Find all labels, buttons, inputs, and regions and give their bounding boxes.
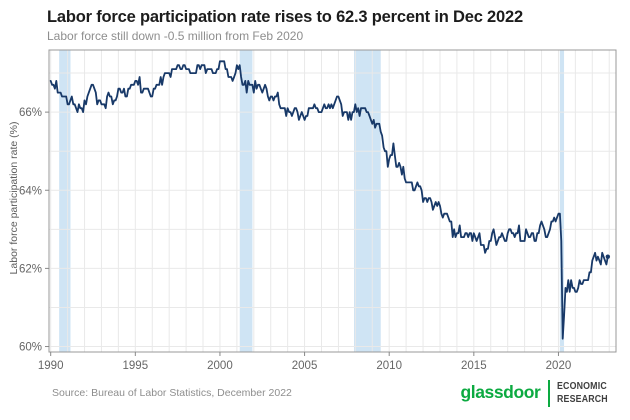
- glassdoor-logo: glassdoor: [460, 382, 541, 403]
- chart-title: Labor force participation rate rises to …: [47, 8, 523, 26]
- recession-band: [353, 50, 381, 352]
- x-tick-label: 2000: [207, 360, 233, 372]
- brand-divider: [548, 379, 551, 407]
- chart-subtitle: Labor force still down -0.5 million from…: [47, 29, 304, 43]
- recession-band: [239, 50, 253, 352]
- x-tick-label: 2010: [376, 360, 402, 372]
- y-axis-title: Labor force participation rate (%): [8, 121, 20, 275]
- x-tick-label: 2005: [292, 360, 318, 372]
- lfpr-line: [49, 60, 609, 340]
- y-tick-label: 64%: [19, 185, 42, 197]
- brand-unit-line: ECONOMIC: [557, 380, 608, 393]
- line-chart: 1990 1995 2000 2005 2010 2015 2020 60% 62% 64% 66%: [19, 49, 617, 372]
- y-tick-label: 62%: [19, 263, 42, 275]
- recession-band: [559, 50, 565, 352]
- y-tick-label: 66%: [19, 107, 42, 119]
- panel-border: [48, 49, 617, 353]
- x-tick-label: 1995: [123, 360, 149, 372]
- recession-band: [59, 50, 71, 352]
- brand-lockup: glassdoor ECONOMIC RESEARCH: [460, 379, 618, 407]
- last-point-marker: [605, 254, 611, 259]
- x-tick-label: 2020: [546, 360, 572, 372]
- chart-footer: Source: Bureau of Labor Statistics, Dece…: [52, 374, 618, 412]
- brand-unit-line: RESEARCH: [557, 393, 609, 405]
- source-note: Source: Bureau of Labor Statistics, Dece…: [52, 387, 292, 399]
- x-tick-label: 1990: [38, 360, 64, 372]
- x-tick-label: 2015: [461, 360, 487, 372]
- y-tick-label: 60%: [19, 342, 42, 354]
- economic-research-label: ECONOMIC RESEARCH: [557, 380, 618, 406]
